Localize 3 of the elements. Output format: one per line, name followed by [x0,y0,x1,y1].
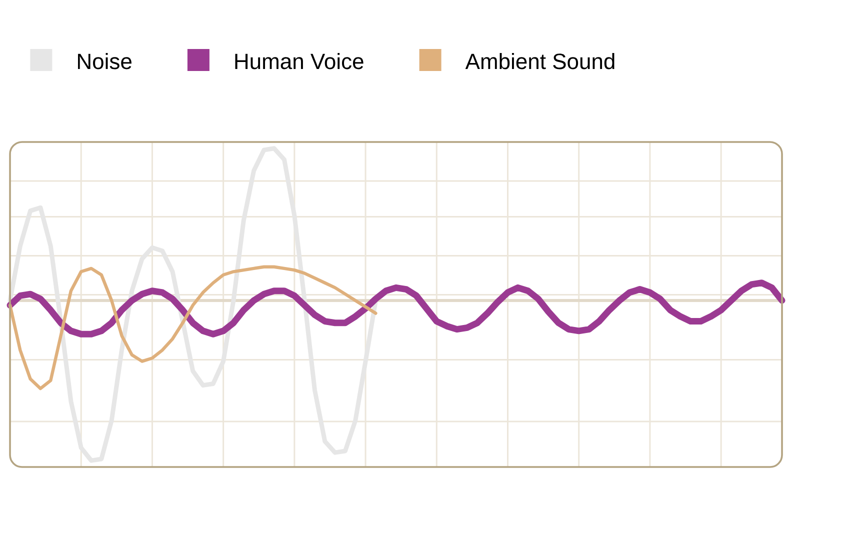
legend-label: Noise [78,53,132,70]
legend-label: Human Voice [235,53,364,70]
legend-label: Ambient Sound [465,53,614,70]
